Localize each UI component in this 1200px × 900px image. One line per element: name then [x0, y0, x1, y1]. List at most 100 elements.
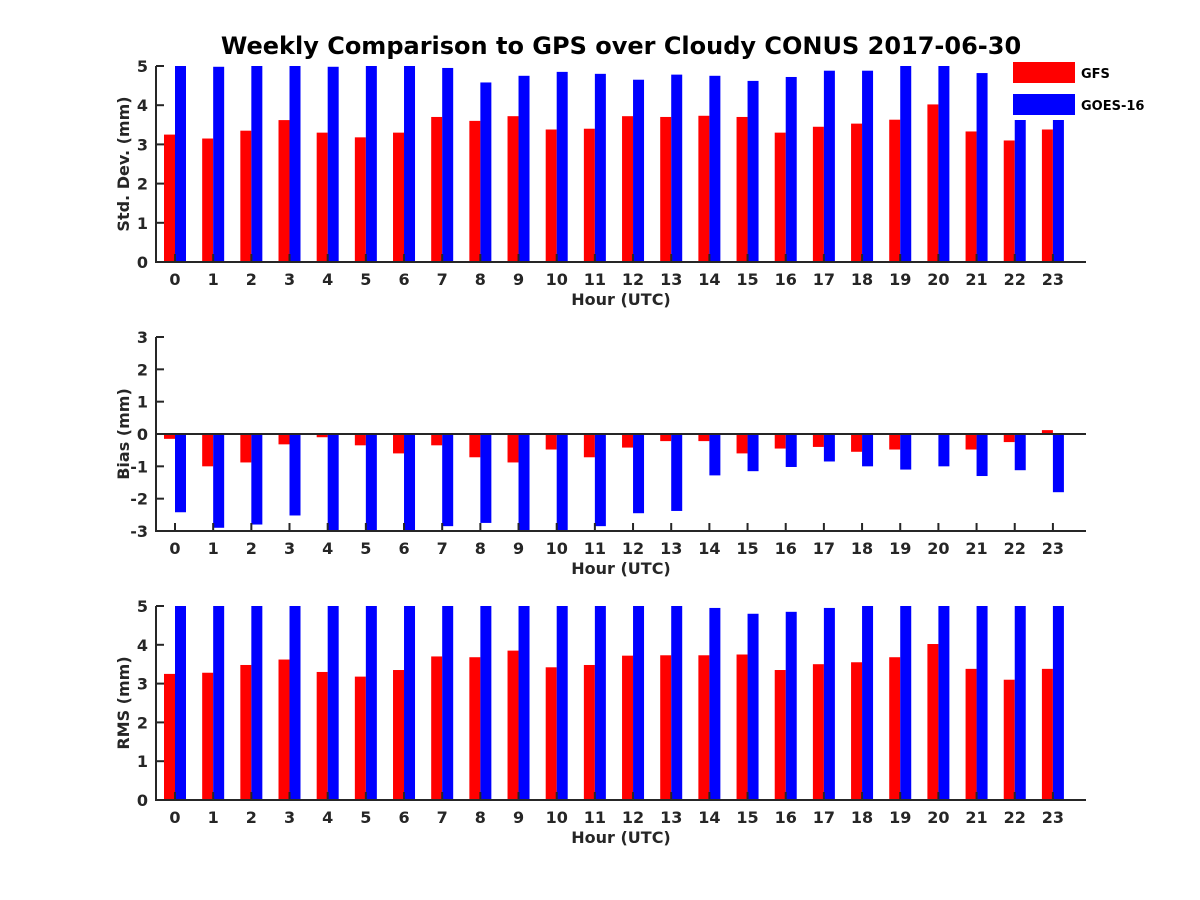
- bar-goes-16-hour-3: [289, 606, 301, 800]
- bar-goes-16-hour-4: [327, 434, 339, 531]
- bar-goes-16-hour-20: [938, 66, 950, 262]
- x-tick-label: 11: [584, 539, 606, 558]
- bar-gfs-hour-21: [965, 131, 977, 262]
- bar-gfs-hour-16: [774, 670, 786, 800]
- legend-label-gfs: GFS: [1081, 67, 1110, 82]
- bar-goes-16-hour-23: [1052, 80, 1064, 263]
- x-tick-label: 22: [1004, 808, 1026, 827]
- bar-gfs-hour-0: [164, 434, 175, 439]
- x-tick-label: 14: [698, 808, 720, 827]
- x-tick-label: 15: [736, 808, 758, 827]
- bar-goes-16-hour-5: [365, 434, 377, 531]
- x-tick-label: 11: [584, 808, 606, 827]
- bar-goes-16-hour-11: [594, 73, 606, 262]
- x-tick-label: 20: [927, 270, 949, 289]
- bar-goes-16-hour-22: [1014, 69, 1026, 262]
- x-tick-label: 17: [813, 270, 835, 289]
- bar-goes-16-hour-1: [213, 606, 225, 800]
- x-tick-label: 22: [1004, 270, 1026, 289]
- x-tick-label: 4: [322, 270, 333, 289]
- x-tick-label: 3: [284, 539, 295, 558]
- y-tick-label: 3: [137, 675, 148, 694]
- bar-goes-16-hour-21: [976, 73, 988, 262]
- bar-goes-16-hour-21: [976, 434, 988, 477]
- bar-gfs-hour-17: [812, 434, 824, 447]
- bar-goes-16-hour-5: [365, 606, 377, 800]
- bar-goes-16-hour-7: [442, 67, 454, 263]
- bar-goes-16-hour-21: [976, 606, 988, 800]
- x-axis-label: Hour (UTC): [571, 828, 671, 847]
- y-tick-label: 2: [137, 175, 148, 194]
- bar-goes-16-hour-8: [480, 434, 492, 523]
- x-tick-label: 17: [813, 539, 835, 558]
- x-tick-label: 12: [622, 808, 644, 827]
- x-tick-label: 16: [775, 808, 797, 827]
- bar-goes-16-hour-14: [709, 75, 721, 262]
- bar-goes-16-hour-7: [442, 434, 454, 527]
- bar-goes-16-hour-3: [289, 434, 301, 516]
- y-tick-label: 3: [137, 328, 148, 347]
- legend-label-goes-16: GOES-16: [1081, 99, 1144, 114]
- bar-gfs-hour-11: [583, 434, 595, 458]
- y-tick-label: -2: [130, 490, 148, 509]
- x-tick-label: 6: [398, 270, 409, 289]
- x-tick-label: 4: [322, 539, 333, 558]
- bar-gfs-hour-15: [736, 434, 748, 454]
- x-tick-label: 11: [584, 270, 606, 289]
- bar-gfs-hour-5: [354, 676, 366, 800]
- x-tick-label: 5: [360, 539, 371, 558]
- bar-goes-16-hour-23: [1052, 606, 1064, 800]
- x-tick-label: 12: [622, 539, 644, 558]
- legend: GFS GOES-16: [1010, 58, 1144, 120]
- x-tick-label: 16: [775, 539, 797, 558]
- bar-gfs-hour-1: [202, 138, 214, 262]
- x-axis-label: Hour (UTC): [571, 290, 671, 309]
- bar-goes-16-hour-2: [251, 66, 263, 262]
- bar-gfs-hour-17: [812, 126, 824, 262]
- bar-gfs-hour-4: [316, 671, 328, 800]
- x-tick-label: 20: [927, 539, 949, 558]
- bar-gfs-hour-4: [316, 434, 328, 438]
- legend-swatch-goes-16: [1013, 94, 1075, 115]
- bar-gfs-hour-5: [354, 137, 366, 262]
- bar-gfs-hour-8: [469, 434, 481, 458]
- x-tick-label: 6: [398, 539, 409, 558]
- bar-goes-16-hour-4: [327, 66, 339, 262]
- bar-gfs-hour-3: [278, 434, 290, 445]
- bar-goes-16-hour-3: [289, 66, 301, 262]
- bar-goes-16-hour-6: [404, 606, 416, 800]
- bar-gfs-hour-2: [240, 664, 252, 800]
- x-tick-label: 1: [208, 270, 219, 289]
- bar-gfs-hour-17: [812, 664, 824, 800]
- bar-goes-16-hour-11: [594, 606, 606, 800]
- y-tick-label: 1: [137, 214, 148, 233]
- bar-gfs-hour-14: [698, 434, 710, 442]
- legend-swatch-gfs: [1013, 62, 1075, 83]
- bar-gfs-hour-21: [965, 668, 977, 800]
- y-tick-label: 3: [137, 135, 148, 154]
- bar-goes-16-hour-13: [671, 74, 683, 263]
- bar-gfs-hour-13: [660, 434, 672, 442]
- bar-goes-16-hour-19: [900, 606, 912, 800]
- x-tick-label: 19: [889, 808, 911, 827]
- x-tick-label: 18: [851, 270, 873, 289]
- bar-goes-16-hour-14: [709, 434, 721, 476]
- bar-goes-16-hour-10: [556, 606, 568, 800]
- x-tick-label: 21: [965, 539, 987, 558]
- bar-goes-16-hour-12: [633, 434, 645, 514]
- bar-goes-16-hour-9: [518, 434, 530, 531]
- bar-goes-16-hour-2: [251, 434, 263, 525]
- bar-goes-16-hour-16: [785, 611, 797, 800]
- bar-goes-16-hour-16: [785, 434, 797, 467]
- bar-goes-16-hour-16: [785, 76, 797, 262]
- bar-goes-16-hour-12: [633, 79, 645, 262]
- x-tick-label: 3: [284, 270, 295, 289]
- bar-goes-16-hour-10: [556, 434, 568, 531]
- bar-gfs-hour-3: [278, 120, 290, 262]
- x-tick-label: 4: [322, 808, 333, 827]
- x-tick-label: 10: [546, 808, 568, 827]
- x-tick-label: 21: [965, 808, 987, 827]
